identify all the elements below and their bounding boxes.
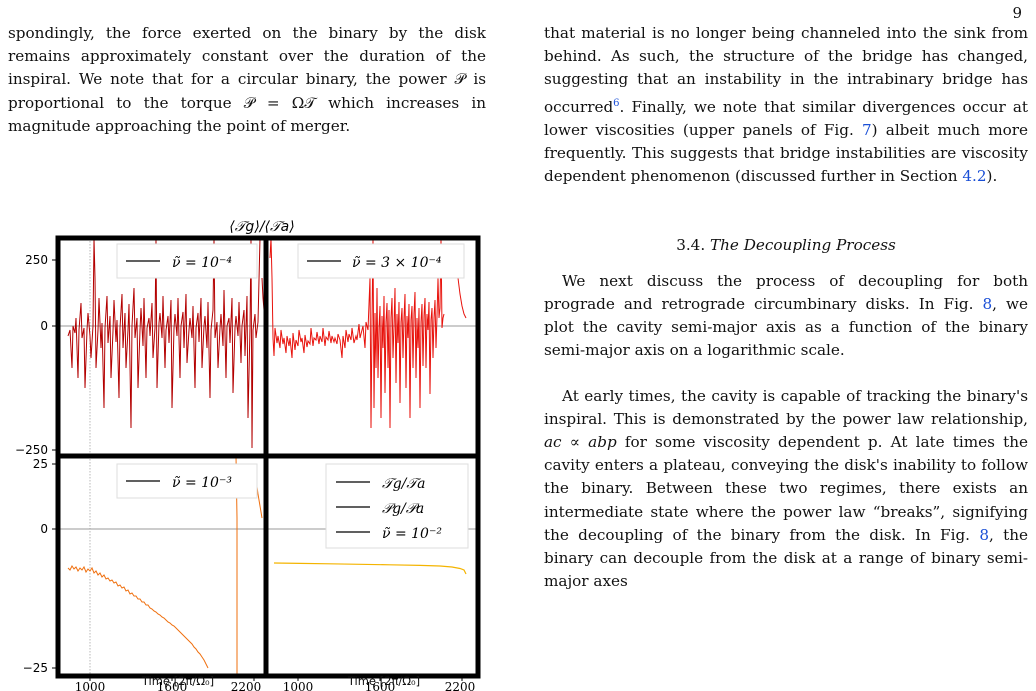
xtick-bl-2200: 2200 [231, 680, 262, 691]
power-law-math: ac ∝ abp [544, 432, 617, 451]
right-paragraph-3: At early times, the cavity is capable of… [544, 385, 1028, 594]
right-column: that material is no longer being channel… [544, 22, 1028, 593]
p1-text-a: that material is no longer being channel… [544, 24, 1028, 116]
xtick-bl-1000: 1000 [75, 680, 106, 691]
fig-7-link[interactable]: 7 [861, 120, 872, 139]
page-number: 9 [1012, 4, 1022, 22]
fig-8-link-1[interactable]: 8 [982, 294, 993, 313]
ytick-bot-0: 0 [40, 522, 48, 536]
p1-text-d: ). [986, 167, 998, 186]
left-column: spondingly, the force exerted on the bin… [8, 22, 486, 138]
series-nu-1e-4 [67, 237, 261, 449]
section-4-2-link[interactable]: 4.2 [962, 167, 987, 186]
ytick-top-250: 250 [25, 253, 48, 267]
panel-top-right [266, 237, 478, 429]
left-paragraph: spondingly, the force exerted on the bin… [8, 24, 486, 135]
p1-text-c: ) albeit much more frequently. This sugg… [544, 120, 1028, 186]
p2-text-b: , we plot the cavity semi-major axis as … [544, 294, 1028, 360]
ytick-bot-neg25: −25 [23, 661, 48, 675]
x-ticks: 1000 1600 2200 1000 1600 2200 [75, 676, 476, 691]
p2-text-a: We next discuss the process of decouplin… [544, 271, 1028, 313]
y-ticks: 250 0 −250 25 0 −25 [15, 253, 58, 675]
torque-ratio-figure: ⟨𝒯g⟩/⟨𝒯a⟩ ν̃ = 10⁻⁴ ν̃ = 3 × 10⁻⁴ [15, 219, 481, 691]
legend-bl: ν̃ = 10⁻³ [116, 463, 258, 499]
legend-br-label-2: 𝒫g/𝒫a [382, 501, 424, 517]
legend-br: 𝒯g/𝒯a 𝒫g/𝒫a ν̃ = 10⁻² [325, 463, 469, 549]
xlabel-right: Time [2π/Ω₀] [347, 674, 421, 688]
section-heading: 3.4. The Decoupling Process [544, 234, 1028, 257]
legend-br-label-3: ν̃ = 10⁻² [382, 526, 442, 542]
footnote-6-link[interactable]: 6 [613, 97, 620, 109]
legend-tr-label: ν̃ = 3 × 10⁻⁴ [352, 255, 442, 271]
ytick-top-0: 0 [40, 319, 48, 333]
xtick-br-1000: 1000 [283, 680, 314, 691]
xtick-bl-1600: 1600 [157, 680, 188, 691]
ytick-bot-25: 25 [33, 457, 48, 471]
legend-bl-label: ν̃ = 10⁻³ [172, 475, 232, 491]
xlabel-left: Time [2π/Ω₀] [141, 674, 215, 688]
xtick-br-2200: 2200 [445, 680, 476, 691]
series-nu-3e-4 [269, 237, 445, 429]
legend-tr: ν̃ = 3 × 10⁻⁴ [297, 243, 465, 279]
p3-text-a: At early times, the cavity is capable of… [544, 386, 1028, 428]
right-paragraph-2: We next discuss the process of decouplin… [544, 270, 1028, 363]
series-nu-1e-2 [273, 562, 467, 575]
legend-br-label-1: 𝒯g/𝒯a [382, 476, 425, 492]
legend-tl-label: ν̃ = 10⁻⁴ [172, 255, 232, 271]
fig-8-link-2[interactable]: 8 [979, 525, 989, 544]
p3-text-b: for some viscosity dependent p. At late … [544, 432, 1028, 544]
right-paragraph-1: that material is no longer being channel… [544, 22, 1028, 188]
panel-frame-br [263, 453, 481, 679]
p1-text-b: . Finally, we note that similar divergen… [544, 97, 1028, 139]
series-nu-1e-3 [67, 565, 209, 669]
p3-text-c: , the binary can decouple from the disk … [544, 525, 1028, 591]
ytick-top-neg250: −250 [15, 443, 48, 457]
figure-title: ⟨𝒯g⟩/⟨𝒯a⟩ [229, 219, 294, 235]
section-number: 3.4. [676, 236, 706, 255]
section-name: The Decoupling Process [710, 236, 896, 255]
legend-tl: ν̃ = 10⁻⁴ [116, 243, 258, 279]
xtick-br-1600: 1600 [365, 680, 396, 691]
